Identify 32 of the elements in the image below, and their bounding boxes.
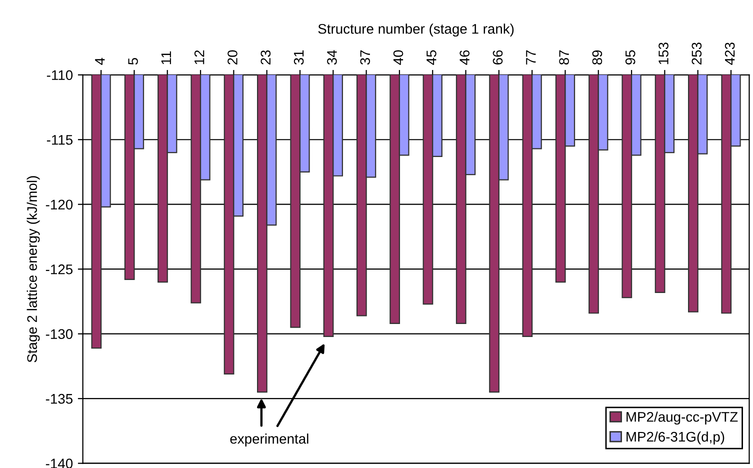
x-tick-label: 45 [426, 50, 436, 65]
x-tick-label: 423 [724, 42, 735, 65]
x-tick-label: 37 [360, 50, 370, 65]
annotation: experimental [230, 434, 308, 446]
x-axis-title: Structure number (stage 1 rank) [318, 24, 514, 37]
x-tick-label: 20 [228, 50, 238, 64]
y-tick-label: -110 [46, 70, 73, 80]
x-tick-label: 31 [294, 50, 304, 65]
y-tick-label: -135 [46, 394, 73, 404]
x-tick-label: 253 [692, 42, 702, 64]
x-tick-label: 4 [95, 58, 105, 65]
x-tick-label: 95 [625, 50, 636, 65]
x-tick-label: 23 [260, 50, 271, 64]
x-tick-label: 77 [526, 50, 536, 64]
y-tick-label: -130 [46, 329, 73, 340]
x-tick-label: 11 [161, 51, 171, 64]
x-tick-label: 5 [128, 58, 138, 65]
y-tick-label: -115 [46, 135, 73, 145]
x-tick-label: 153 [658, 42, 668, 64]
x-tick-label: 34 [327, 50, 337, 65]
y-tick-label: -125 [46, 264, 73, 274]
y-tick-label: -140 [46, 458, 73, 468]
x-tick-label: 89 [592, 50, 602, 65]
x-tick-label: 40 [393, 50, 404, 65]
legend-label: MP2/aug-cc-pVTZ [626, 412, 738, 425]
x-tick-label: 12 [194, 50, 204, 64]
y-tick-label: -120 [46, 200, 73, 210]
legend-label: MP2/6-31G(d,p) [626, 431, 724, 444]
x-tick-label: 66 [492, 50, 503, 64]
x-tick-label: 87 [559, 50, 569, 65]
y-axis-title: Stage 2 lattice energy (kJ/mol) [26, 176, 40, 362]
x-tick-label: 46 [460, 50, 470, 65]
